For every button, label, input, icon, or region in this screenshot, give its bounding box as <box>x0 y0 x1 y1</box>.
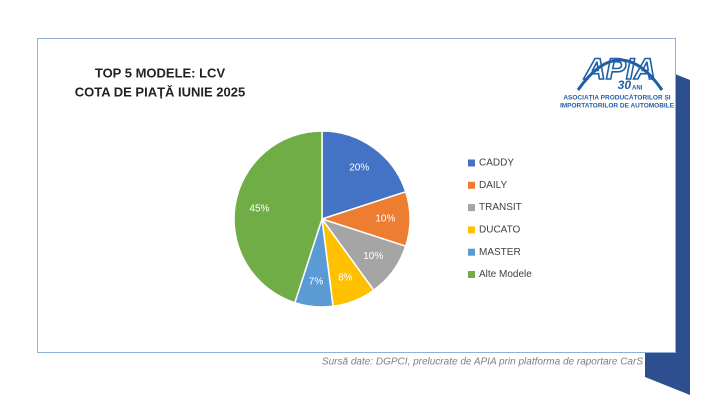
legend-swatch <box>468 181 475 189</box>
pie-slice <box>233 130 323 304</box>
logo-arc <box>576 58 664 91</box>
legend-swatch <box>468 271 475 278</box>
logo-badge-suffix: ANI <box>632 86 643 92</box>
legend-swatch <box>468 159 475 167</box>
chart-subtitle: COTA DE PIAȚĂ IUNIE 2025 <box>75 84 245 99</box>
source-note: Sursă date: DGPCI, prelucrate de APIA pr… <box>322 357 643 368</box>
logo-line: ASOCIAȚIA PRODUCĂTORILOR ȘI <box>563 93 670 102</box>
legend-label: Alte Modele <box>479 269 532 280</box>
logo-badge: 30 <box>618 78 632 92</box>
legend-swatch <box>468 226 475 234</box>
data-label: 8% <box>338 273 353 284</box>
legend-label: CADDY <box>479 158 514 169</box>
legend-swatch <box>468 204 475 212</box>
data-label: 10% <box>375 214 395 225</box>
legend-label: MASTER <box>479 247 521 258</box>
legend-swatch <box>468 248 475 256</box>
data-label: 45% <box>249 204 269 215</box>
pie-slice <box>321 130 407 221</box>
legend-label: TRANSIT <box>479 202 522 213</box>
legend-label: DAILY <box>479 180 507 191</box>
data-label: 10% <box>363 251 383 262</box>
logo: APIA 30 ANI ASOCIAȚIA PRODUCĂTORILOR ȘI … <box>560 52 675 110</box>
logo-line: IMPORTATORILOR DE AUTOMOBILE <box>560 103 675 110</box>
chart-title: TOP 5 MODELE: LCV <box>95 65 226 80</box>
data-label: 7% <box>309 277 324 288</box>
logo-name: APIA <box>583 53 656 86</box>
data-label: 20% <box>349 162 369 173</box>
legend-label: DUCATO <box>479 225 521 236</box>
